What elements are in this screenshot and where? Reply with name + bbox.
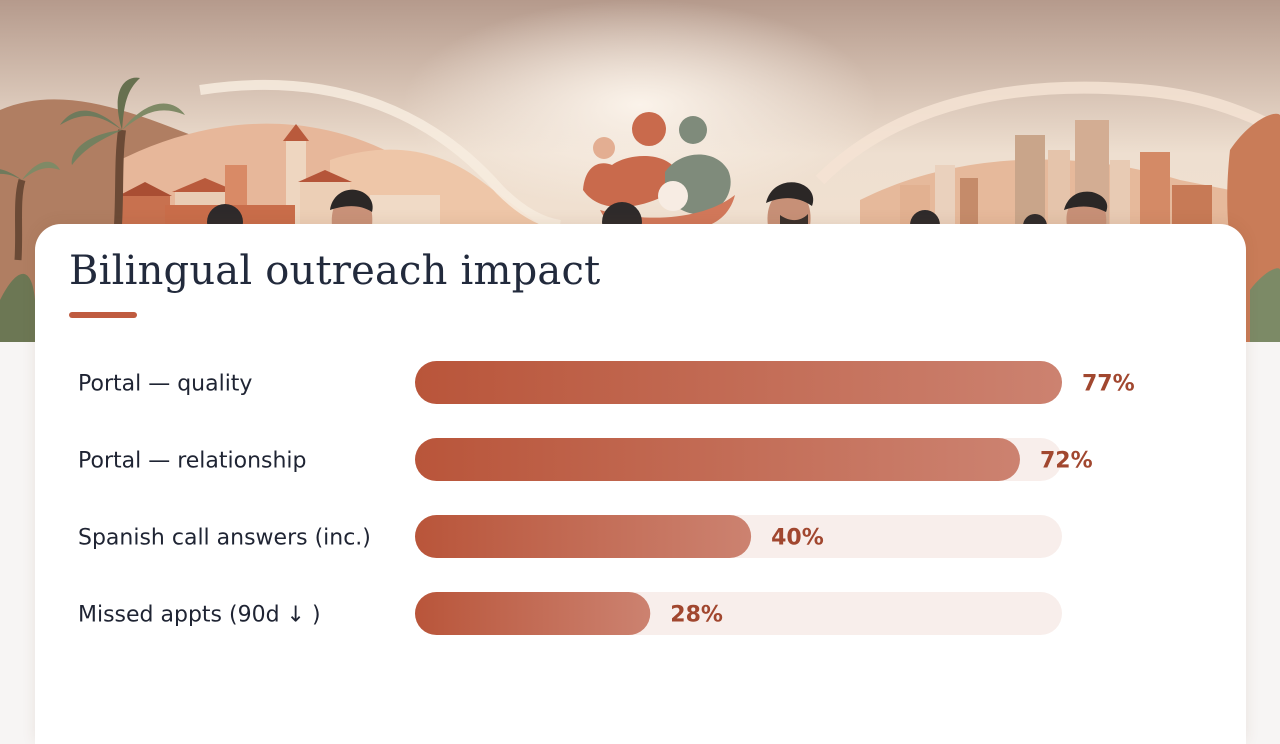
bar-label: Spanish call answers (inc.)	[78, 526, 371, 551]
bar-value-label: 40%	[771, 526, 824, 551]
community-logo-icon	[583, 112, 735, 228]
bar	[415, 515, 752, 558]
bar-label: Missed appts (90d ↓ )	[78, 603, 321, 628]
title-underline	[69, 312, 137, 318]
bar	[415, 438, 1020, 481]
town-illustration	[118, 124, 440, 225]
bar-value-label: 77%	[1082, 372, 1135, 397]
bar	[415, 592, 651, 635]
chart-title: Bilingual outreach impact	[69, 248, 601, 294]
bar-label: Portal — relationship	[78, 449, 307, 474]
hero-banner	[0, 0, 1280, 342]
bar-value-label: 72%	[1040, 449, 1093, 474]
bar-label: Portal — quality	[78, 372, 252, 397]
bar	[415, 361, 1062, 404]
bar-chart: Portal — quality 77% Portal — relationship…	[78, 361, 1135, 635]
chart-card: Bilingual outreach impact Portal — quali…	[35, 224, 1246, 744]
community-banner-illustration	[0, 0, 1280, 342]
bar-value-label: 28%	[670, 603, 723, 628]
palm-tree-illustration	[0, 77, 185, 342]
